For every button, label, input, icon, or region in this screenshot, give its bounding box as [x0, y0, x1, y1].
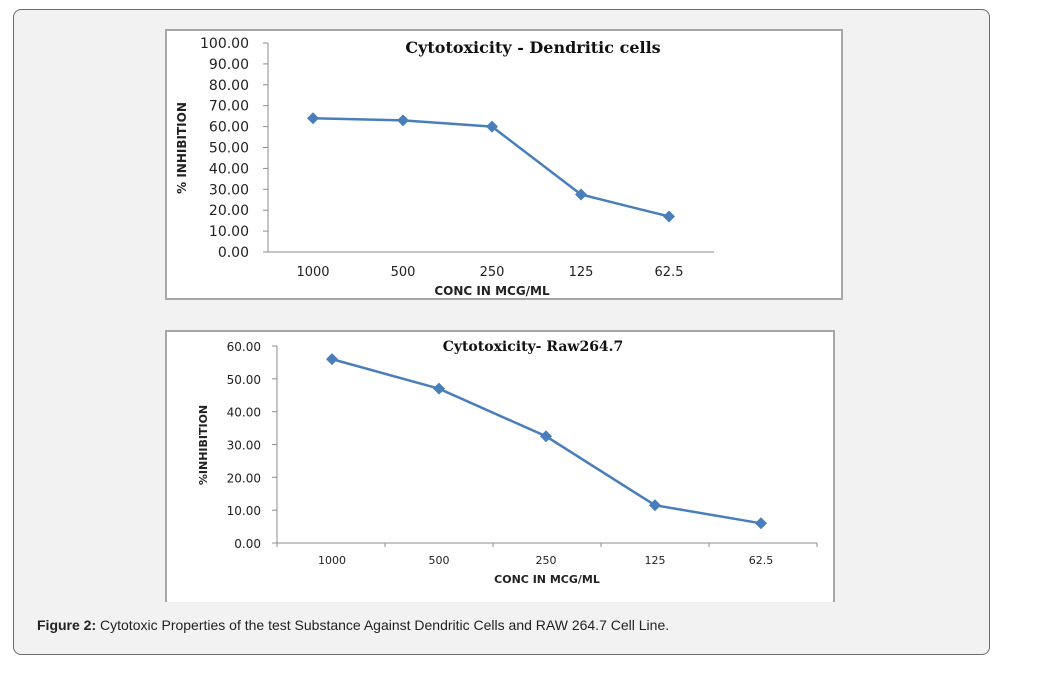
- dendritic-y-tick-label: 10.00: [209, 224, 249, 240]
- raw264-data-point: [326, 353, 338, 366]
- dendritic-y-tick-label: 20.00: [209, 203, 249, 219]
- dendritic-y-tick-label: 50.00: [209, 141, 249, 157]
- dendritic-series-line: [312, 116, 670, 218]
- dendritic-data-point: [397, 114, 409, 127]
- chart-raw264-svg: 0.00 10.00 20.00 30.00 40.00 50.00 60.00 1000 50…: [197, 339, 818, 586]
- dendritic-y-tick-label: 40.00: [209, 161, 249, 177]
- raw264-y-tick-label: 0.00: [234, 537, 261, 551]
- dendritic-y-tick-label: 30.00: [209, 182, 249, 198]
- dendritic-x-tick-label: 125: [569, 265, 594, 280]
- dendritic-data-point: [486, 120, 498, 133]
- raw264-data-point: [433, 382, 445, 395]
- dendritic-data-point: [307, 112, 319, 125]
- caption-text: Cytotoxic Properties of the test Substan…: [96, 617, 670, 633]
- dendritic-x-axis-title: CONC IN MCG/ML: [434, 284, 550, 298]
- dendritic-y-tick-label: 0.00: [218, 245, 249, 261]
- dendritic-x-tick-label: 250: [480, 265, 505, 280]
- raw264-x-tick-label: 250: [536, 554, 557, 567]
- raw264-chart-title: Cytotoxicity- Raw264.7: [443, 339, 624, 355]
- raw264-data-point: [649, 499, 661, 512]
- dendritic-x-tick-label: 1000: [296, 265, 329, 280]
- raw264-x-tick-label: 62.5: [749, 554, 774, 567]
- raw264-data-point: [755, 517, 767, 530]
- dendritic-y-tick-label: 90.00: [209, 57, 249, 73]
- raw264-y-axis-title: %INHIBITION: [197, 405, 210, 485]
- caption-label: Figure 2:: [37, 617, 97, 633]
- figure-caption: Figure 2: Cytotoxic Properties of the te…: [37, 617, 669, 633]
- raw264-y-tick-label: 30.00: [227, 439, 261, 453]
- raw264-y-tick-label: 20.00: [227, 471, 261, 485]
- raw264-y-tick-label: 60.00: [227, 340, 261, 354]
- raw264-y-tick-label: 50.00: [227, 373, 261, 387]
- raw264-x-tick-label: 1000: [318, 554, 346, 567]
- raw264-y-tick-label: 40.00: [227, 406, 261, 420]
- dendritic-chart-title: Cytotoxicity - Dendritic cells: [405, 38, 660, 57]
- dendritic-y-tick-label: 80.00: [209, 78, 249, 94]
- raw264-x-tick-label: 125: [645, 554, 666, 567]
- dendritic-x-tick-label: 500: [391, 265, 416, 280]
- raw264-data-point: [540, 430, 552, 443]
- dendritic-data-point: [575, 188, 587, 201]
- raw264-x-tick-label: 500: [429, 554, 450, 567]
- raw264-x-axis-title: CONC IN MCG/ML: [494, 573, 600, 586]
- dendritic-y-tick-label: 100.00: [200, 36, 249, 52]
- dendritic-x-tick-label: 62.5: [655, 265, 684, 280]
- dendritic-y-tick-label: 70.00: [209, 99, 249, 115]
- chart-raw264: 0.00 10.00 20.00 30.00 40.00 50.00 60.00 1000 50…: [165, 330, 835, 602]
- raw264-y-tick-label: 10.00: [227, 504, 261, 518]
- dendritic-y-tick-label: 60.00: [209, 120, 249, 136]
- chart-dendritic-svg: 0.00 10.00 20.00 30.00 40.00 50.00 60.00 70.00 8…: [175, 36, 714, 298]
- dendritic-data-point: [663, 210, 675, 223]
- dendritic-y-axis-title: % INHIBITION: [175, 102, 189, 194]
- chart-dendritic-cells: 0.00 10.00 20.00 30.00 40.00 50.00 60.00 70.00 8…: [165, 29, 843, 300]
